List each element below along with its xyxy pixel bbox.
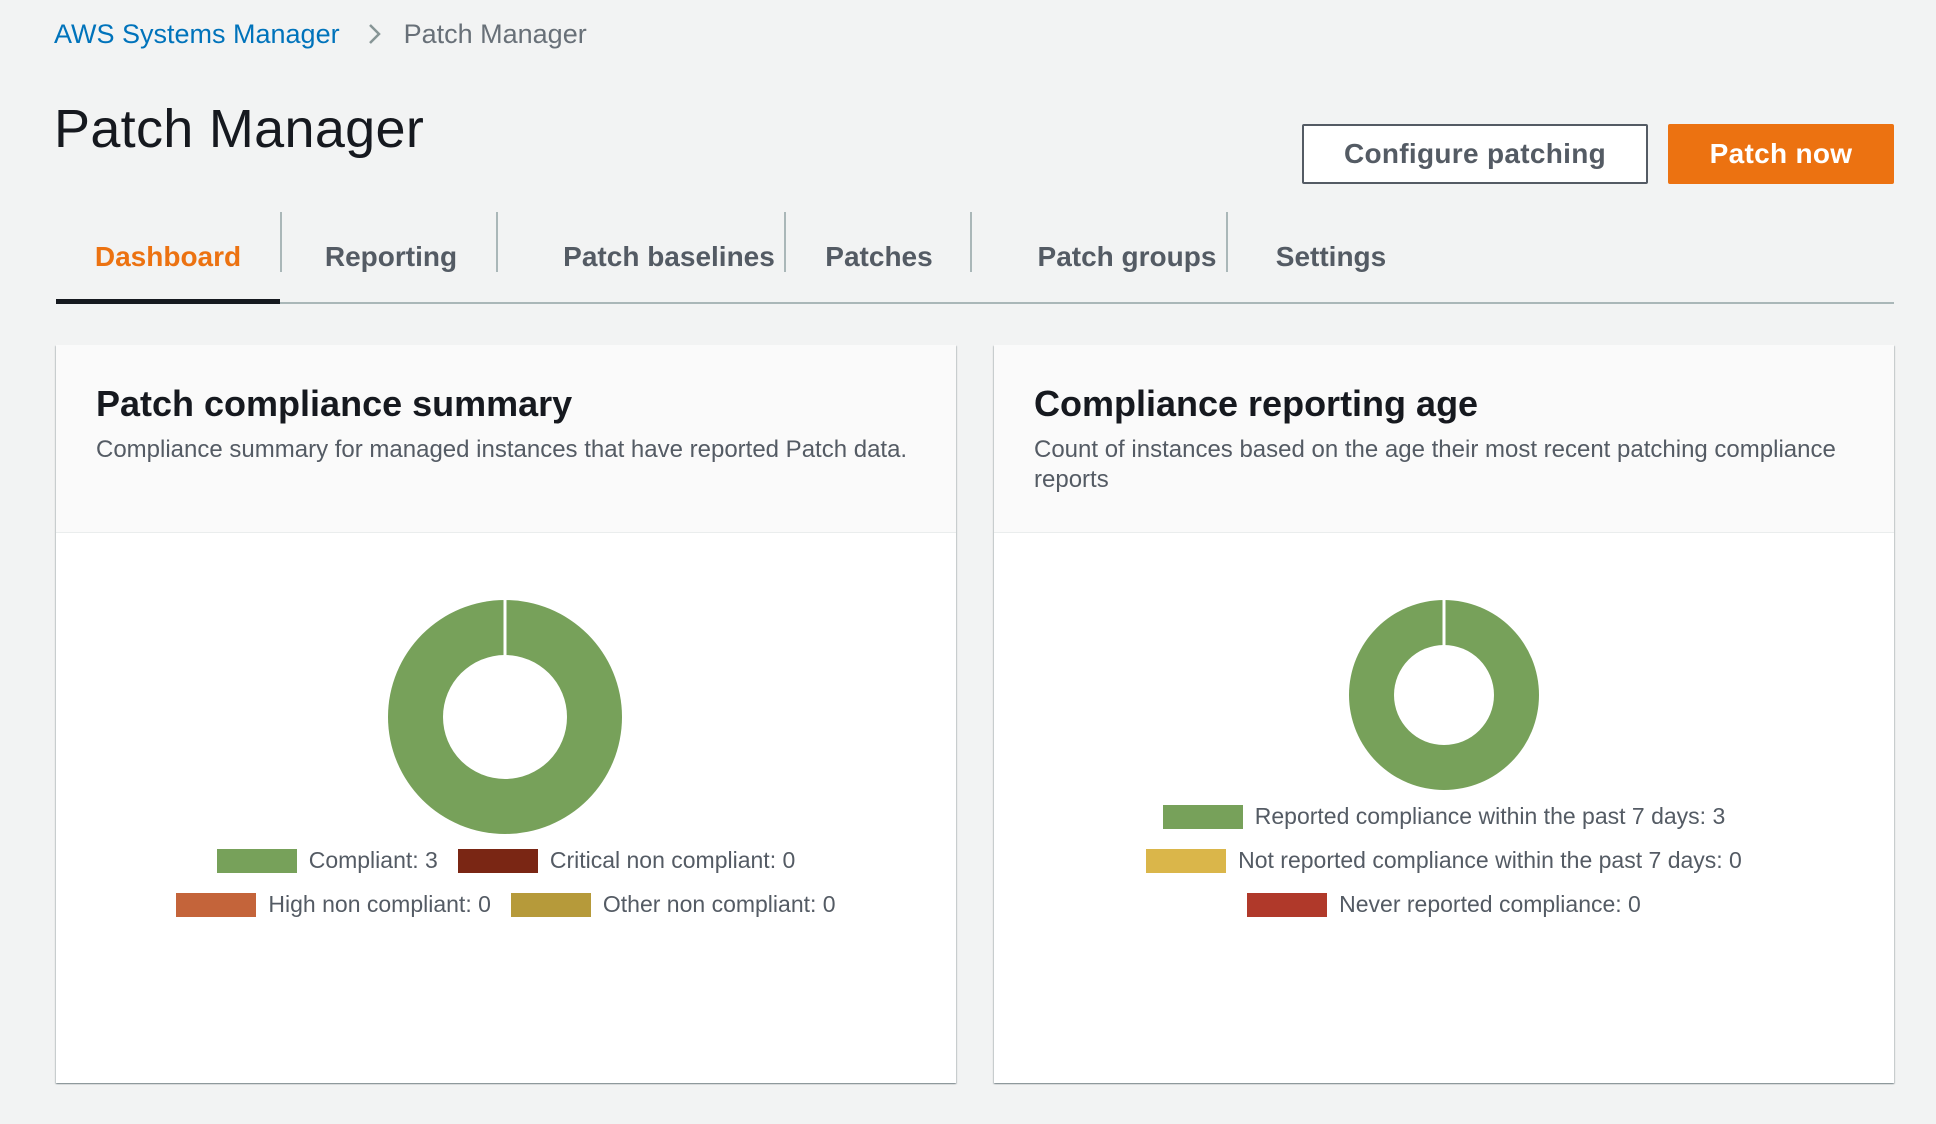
legend-item-reported-within-7-days: Reported compliance within the past 7 da…	[1162, 803, 1726, 830]
tab-dashboard[interactable]: Dashboard	[56, 212, 280, 304]
legend-swatch	[1146, 848, 1227, 873]
card-body: Compliant: 3 Critical non compliant: 0 H…	[56, 533, 956, 1083]
legend-label: Not reported compliance within the past …	[1238, 847, 1742, 873]
legend-item-not-reported-within-7-days: Not reported compliance within the past …	[1146, 847, 1742, 874]
legend-label: High non compliant: 0	[268, 891, 491, 917]
legend-row: Never reported compliance: 0	[994, 891, 1894, 918]
legend-swatch	[1162, 804, 1243, 829]
legend-item-high-non-compliant: High non compliant: 0	[176, 891, 491, 918]
card-title: Compliance reporting age	[1034, 383, 1479, 424]
legend-item-critical-non-compliant: Critical non compliant: 0	[457, 847, 796, 874]
card-description: Count of instances based on the age thei…	[1034, 436, 1836, 493]
card-title: Patch compliance summary	[96, 383, 573, 424]
card-header: Compliance reporting age Count of instan…	[994, 345, 1894, 533]
reporting-age-donut-chart	[1349, 599, 1539, 790]
legend-item-never-reported: Never reported compliance: 0	[1247, 891, 1641, 918]
compliance-donut-chart	[388, 599, 622, 834]
legend-item-compliant: Compliant: 3	[216, 847, 438, 874]
page-title: Patch Manager	[54, 99, 425, 159]
breadcrumb-current: Patch Manager	[403, 18, 587, 49]
legend-item-other-non-compliant: Other non compliant: 0	[510, 891, 836, 918]
configure-patching-button[interactable]: Configure patching	[1302, 124, 1648, 184]
tab-divider	[280, 212, 282, 272]
tab-divider	[1226, 212, 1228, 272]
legend-row: Compliant: 3 Critical non compliant: 0	[56, 847, 956, 874]
breadcrumb-link-systems-manager[interactable]: AWS Systems Manager	[54, 18, 340, 49]
tab-bar: Dashboard Reporting Patch baselines Patc…	[56, 212, 1894, 304]
tab-patch-groups[interactable]: Patch groups	[1037, 241, 1217, 272]
tab-divider	[784, 212, 786, 272]
patch-compliance-summary-card: Patch compliance summary Compliance summ…	[56, 345, 956, 1083]
legend-label: Compliant: 3	[308, 847, 438, 873]
card-header: Patch compliance summary Compliance summ…	[56, 345, 956, 533]
tab-patch-baselines[interactable]: Patch baselines	[563, 241, 775, 272]
tab-settings[interactable]: Settings	[1275, 241, 1387, 272]
legend-swatch	[216, 848, 297, 873]
tab-divider	[970, 212, 972, 272]
donut-hole	[443, 655, 567, 779]
legend-swatch	[457, 848, 538, 873]
tab-patches[interactable]: Patches	[825, 241, 933, 272]
legend-label: Critical non compliant: 0	[549, 847, 796, 873]
tab-reporting[interactable]: Reporting	[324, 241, 458, 272]
donut-hole	[1394, 645, 1494, 745]
compliance-reporting-age-card: Compliance reporting age Count of instan…	[994, 345, 1894, 1083]
patch-now-button[interactable]: Patch now	[1668, 124, 1894, 184]
tab-divider	[496, 212, 498, 272]
legend-row: Not reported compliance within the past …	[994, 847, 1894, 874]
card-body: Reported compliance within the past 7 da…	[994, 533, 1894, 1083]
legend-swatch	[176, 892, 257, 917]
chevron-right-icon	[368, 20, 382, 48]
legend-swatch	[1247, 892, 1328, 917]
legend-swatch	[510, 892, 591, 917]
legend-row: Reported compliance within the past 7 da…	[994, 803, 1894, 830]
legend-label: Reported compliance within the past 7 da…	[1254, 803, 1726, 829]
legend-row: High non compliant: 0 Other non complian…	[56, 891, 956, 918]
card-description: Compliance summary for managed instances…	[96, 436, 908, 463]
legend-label: Other non compliant: 0	[602, 891, 836, 917]
breadcrumb: AWS Systems Manager Patch Manager	[54, 14, 587, 54]
legend-label: Never reported compliance: 0	[1339, 891, 1641, 917]
